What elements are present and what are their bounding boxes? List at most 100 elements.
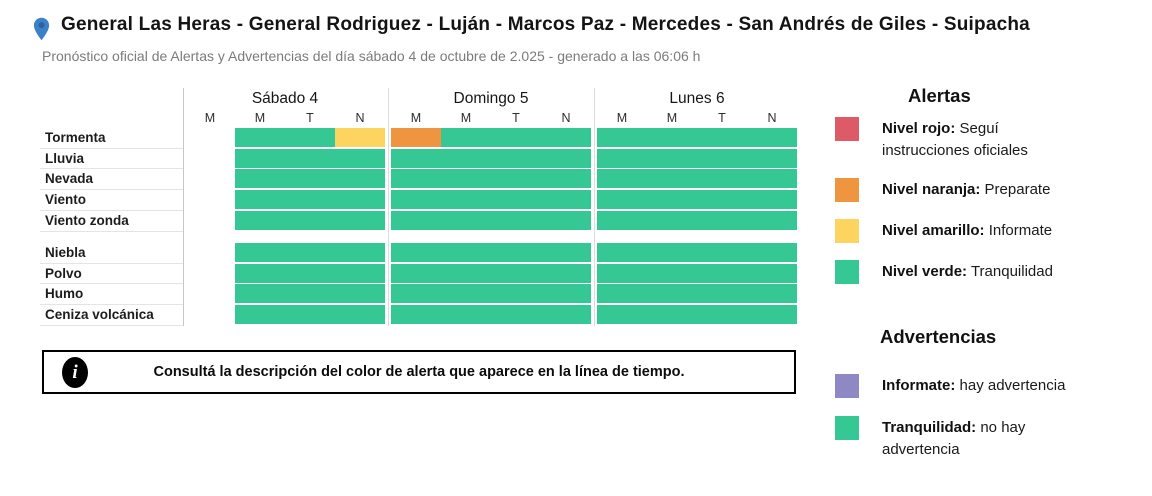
timeline-cell-viento-d2-p2[interactable] [697, 190, 747, 210]
timeline-cell-ceniza-volcanica-d2-p2[interactable] [697, 305, 747, 325]
timeline-cell-ceniza-volcanica-d0-p1[interactable] [235, 305, 285, 325]
timeline-cell-niebla-d2-p2[interactable] [697, 243, 747, 262]
timeline-cell-lluvia-d2-p1[interactable] [647, 148, 697, 168]
timeline-cell-viento-zonda-d1-p3[interactable] [541, 210, 591, 230]
timeline-cell-polvo-d0-p1[interactable] [235, 263, 285, 283]
timeline-cell-tormenta-d1-p3[interactable] [541, 128, 591, 147]
timeline-cell-viento-zonda-d1-p2[interactable] [491, 210, 541, 230]
timeline-cell-humo-d1-p2[interactable] [491, 284, 541, 304]
timeline-cell-niebla-d0-p1[interactable] [235, 243, 285, 262]
timeline-cell-viento-zonda-d2-p2[interactable] [697, 210, 747, 230]
timeline-cell-tormenta-d2-p0[interactable] [597, 128, 647, 147]
timeline-cell-humo-d0-p3[interactable] [335, 284, 385, 304]
timeline-cell-ceniza-volcanica-d1-p0[interactable] [391, 305, 441, 325]
timeline-cell-viento-d0-p2[interactable] [285, 190, 335, 210]
timeline-cell-lluvia-d2-p2[interactable] [697, 148, 747, 168]
timeline-cell-ceniza-volcanica-d0-p3[interactable] [335, 305, 385, 325]
timeline-cell-niebla-d2-p3[interactable] [747, 243, 797, 262]
timeline-cell-viento-d2-p1[interactable] [647, 190, 697, 210]
timeline-cell-humo-d2-p3[interactable] [747, 284, 797, 304]
timeline-cell-nevada-d2-p1[interactable] [647, 169, 697, 189]
timeline-cell-viento-zonda-d0-p3[interactable] [335, 210, 385, 230]
timeline-cell-humo-d0-p2[interactable] [285, 284, 335, 304]
timeline-cell-viento-zonda-d2-p3[interactable] [747, 210, 797, 230]
timeline-cell-viento-d1-p2[interactable] [491, 190, 541, 210]
timeline-cell-tormenta-d2-p3[interactable] [747, 128, 797, 147]
timeline-cell-niebla-d0-p3[interactable] [335, 243, 385, 262]
timeline-cell-polvo-d1-p2[interactable] [491, 263, 541, 283]
timeline-cell-lluvia-d0-p3[interactable] [335, 148, 385, 168]
timeline-cell-viento-d0-p1[interactable] [235, 190, 285, 210]
timeline-cell-viento-d0-p3[interactable] [335, 190, 385, 210]
timeline-cell-viento-d1-p0[interactable] [391, 190, 441, 210]
timeline-cell-viento-zonda-d0-p2[interactable] [285, 210, 335, 230]
timeline-cell-nevada-d2-p2[interactable] [697, 169, 747, 189]
timeline-cell-tormenta-d2-p1[interactable] [647, 128, 697, 147]
timeline-cell-niebla-d1-p2[interactable] [491, 243, 541, 262]
timeline-cell-tormenta-d0-p2[interactable] [285, 128, 335, 147]
timeline-cell-nevada-d0-p1[interactable] [235, 169, 285, 189]
timeline-cell-lluvia-d1-p1[interactable] [441, 148, 491, 168]
timeline-cell-humo-d1-p1[interactable] [441, 284, 491, 304]
timeline-cell-polvo-d0-p2[interactable] [285, 263, 335, 283]
timeline-cell-humo-d1-p0[interactable] [391, 284, 441, 304]
timeline-cell-nevada-d2-p0[interactable] [597, 169, 647, 189]
timeline-cell-lluvia-d1-p0[interactable] [391, 148, 441, 168]
timeline-cell-niebla-d1-p0[interactable] [391, 243, 441, 262]
timeline-cell-tormenta-d1-p2[interactable] [491, 128, 541, 147]
timeline-cell-ceniza-volcanica-d1-p3[interactable] [541, 305, 591, 325]
timeline-cell-humo-d2-p1[interactable] [647, 284, 697, 304]
timeline-cell-niebla-d0-p2[interactable] [285, 243, 335, 262]
timeline-cell-niebla-d2-p0[interactable] [597, 243, 647, 262]
timeline-cell-humo-d1-p3[interactable] [541, 284, 591, 304]
timeline-cell-lluvia-d2-p0[interactable] [597, 148, 647, 168]
timeline-cell-nevada-d0-p2[interactable] [285, 169, 335, 189]
timeline-cell-viento-d1-p3[interactable] [541, 190, 591, 210]
timeline-cell-nevada-d1-p1[interactable] [441, 169, 491, 189]
timeline-cell-polvo-d2-p0[interactable] [597, 263, 647, 283]
timeline-cell-viento-zonda-d2-p0[interactable] [597, 210, 647, 230]
timeline-cell-tormenta-d0-p1[interactable] [235, 128, 285, 147]
timeline-cell-polvo-d2-p3[interactable] [747, 263, 797, 283]
period-header-sabado-4-0: M [204, 111, 216, 125]
timeline-cell-viento-zonda-d2-p1[interactable] [647, 210, 697, 230]
timeline-cell-viento-d2-p3[interactable] [747, 190, 797, 210]
timeline-cell-viento-zonda-d1-p1[interactable] [441, 210, 491, 230]
timeline-cell-tormenta-d1-p0[interactable] [391, 128, 441, 147]
timeline-cell-lluvia-d0-p2[interactable] [285, 148, 335, 168]
timeline-cell-viento-zonda-d0-p1[interactable] [235, 210, 285, 230]
timeline-cell-polvo-d0-p3[interactable] [335, 263, 385, 283]
timeline-cell-lluvia-d2-p3[interactable] [747, 148, 797, 168]
timeline-cell-humo-d2-p2[interactable] [697, 284, 747, 304]
timeline-cell-viento-d1-p1[interactable] [441, 190, 491, 210]
timeline-cell-humo-d2-p0[interactable] [597, 284, 647, 304]
timeline-cell-nevada-d1-p3[interactable] [541, 169, 591, 189]
timeline-cell-lluvia-d1-p3[interactable] [541, 148, 591, 168]
timeline-cell-viento-d2-p0[interactable] [597, 190, 647, 210]
timeline-cell-viento-zonda-d1-p0[interactable] [391, 210, 441, 230]
timeline-cell-polvo-d2-p1[interactable] [647, 263, 697, 283]
timeline-cell-polvo-d1-p1[interactable] [441, 263, 491, 283]
timeline-cell-ceniza-volcanica-d0-p2[interactable] [285, 305, 335, 325]
timeline-cell-ceniza-volcanica-d1-p2[interactable] [491, 305, 541, 325]
timeline-cell-polvo-d1-p3[interactable] [541, 263, 591, 283]
timeline-cell-lluvia-d0-p1[interactable] [235, 148, 285, 168]
timeline-cell-polvo-d1-p0[interactable] [391, 263, 441, 283]
timeline-cell-niebla-d1-p1[interactable] [441, 243, 491, 262]
timeline-cell-ceniza-volcanica-d2-p1[interactable] [647, 305, 697, 325]
timeline-cell-ceniza-volcanica-d2-p0[interactable] [597, 305, 647, 325]
timeline-cell-lluvia-d1-p2[interactable] [491, 148, 541, 168]
timeline-cell-tormenta-d1-p1[interactable] [441, 128, 491, 147]
timeline-cell-nevada-d1-p2[interactable] [491, 169, 541, 189]
timeline-cell-ceniza-volcanica-d2-p3[interactable] [747, 305, 797, 325]
timeline-cell-humo-d0-p1[interactable] [235, 284, 285, 304]
timeline-cell-tormenta-d0-p3[interactable] [335, 128, 385, 147]
timeline-cell-niebla-d2-p1[interactable] [647, 243, 697, 262]
timeline-cell-polvo-d2-p2[interactable] [697, 263, 747, 283]
timeline-cell-nevada-d0-p3[interactable] [335, 169, 385, 189]
timeline-cell-tormenta-d2-p2[interactable] [697, 128, 747, 147]
timeline-cell-ceniza-volcanica-d1-p1[interactable] [441, 305, 491, 325]
timeline-cell-nevada-d2-p3[interactable] [747, 169, 797, 189]
timeline-cell-nevada-d1-p0[interactable] [391, 169, 441, 189]
timeline-cell-niebla-d1-p3[interactable] [541, 243, 591, 262]
